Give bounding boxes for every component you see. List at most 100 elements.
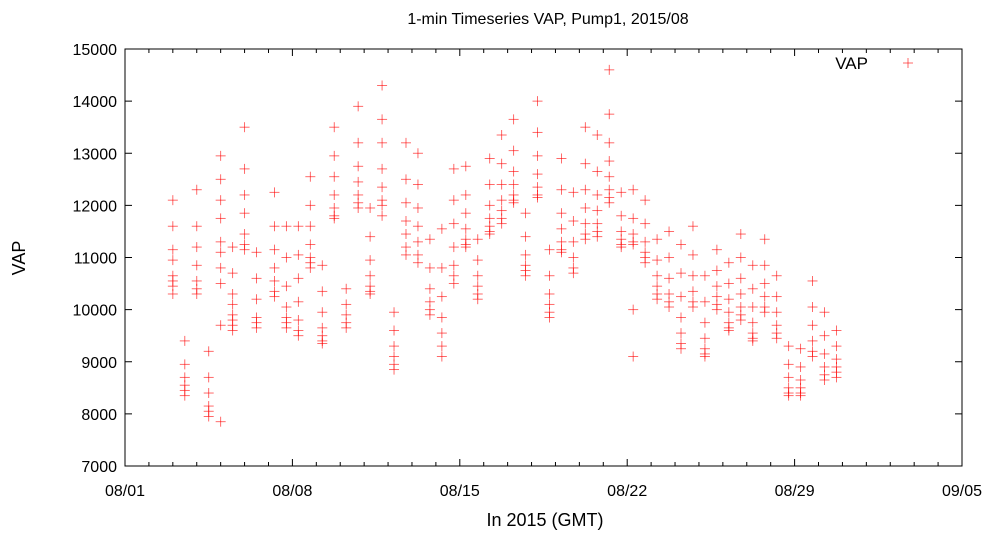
data-point xyxy=(484,179,495,190)
data-point xyxy=(592,231,603,242)
data-point xyxy=(664,252,675,263)
data-point xyxy=(831,341,842,352)
data-point xyxy=(317,286,328,297)
data-point xyxy=(496,130,507,141)
data-point xyxy=(520,231,531,242)
data-point xyxy=(365,231,376,242)
data-point xyxy=(317,307,328,318)
data-point xyxy=(281,281,292,292)
y-tick-label: 12000 xyxy=(73,198,118,215)
data-point xyxy=(520,249,531,260)
data-point xyxy=(167,221,178,232)
data-point xyxy=(532,192,543,203)
data-point xyxy=(179,359,190,370)
data-point xyxy=(699,270,710,281)
data-point xyxy=(215,174,226,185)
data-point xyxy=(460,161,471,172)
data-point xyxy=(568,268,579,279)
data-point xyxy=(699,317,710,328)
data-point xyxy=(215,262,226,273)
data-point xyxy=(239,163,250,174)
data-point xyxy=(640,218,651,229)
data-point xyxy=(167,255,178,266)
data-point xyxy=(831,325,842,336)
data-point xyxy=(353,101,364,112)
data-point xyxy=(819,374,830,385)
data-point xyxy=(723,325,734,336)
data-point xyxy=(281,302,292,313)
data-point xyxy=(281,252,292,263)
data-point xyxy=(191,288,202,299)
data-point xyxy=(341,283,352,294)
data-point xyxy=(532,169,543,180)
data-point xyxy=(239,244,250,255)
data-point xyxy=(652,234,663,245)
data-point xyxy=(377,182,388,193)
data-point xyxy=(687,221,698,232)
data-point xyxy=(484,229,495,240)
data-point xyxy=(616,242,627,253)
data-point xyxy=(377,163,388,174)
data-point xyxy=(747,283,758,294)
data-point xyxy=(436,312,447,323)
y-tick-label: 8000 xyxy=(81,407,117,424)
data-point xyxy=(735,273,746,284)
data-point xyxy=(676,291,687,302)
data-point xyxy=(227,325,238,336)
data-point xyxy=(759,291,770,302)
data-point xyxy=(807,302,818,313)
data-point xyxy=(508,145,519,156)
data-point xyxy=(759,234,770,245)
data-point xyxy=(472,255,483,266)
data-point xyxy=(203,388,214,399)
data-point xyxy=(783,372,794,383)
data-point xyxy=(281,322,292,333)
data-point xyxy=(676,343,687,354)
x-tick-label: 08/08 xyxy=(272,483,312,500)
data-point xyxy=(329,171,340,182)
x-tick-label: 09/05 xyxy=(942,483,982,500)
data-point xyxy=(293,330,304,341)
legend-label-vap: VAP xyxy=(835,54,868,73)
data-point xyxy=(305,262,316,273)
data-point xyxy=(293,315,304,326)
data-point xyxy=(664,302,675,313)
data-point xyxy=(807,275,818,286)
data-point xyxy=(676,268,687,279)
data-point xyxy=(400,174,411,185)
data-point xyxy=(568,187,579,198)
data-point xyxy=(329,189,340,200)
data-point xyxy=(640,257,651,268)
data-point xyxy=(556,208,567,219)
data-point xyxy=(293,296,304,307)
data-point xyxy=(759,307,770,318)
data-point xyxy=(436,328,447,339)
data-point xyxy=(215,320,226,331)
data-point xyxy=(436,351,447,362)
data-point xyxy=(179,390,190,401)
data-point xyxy=(227,242,238,253)
data-point xyxy=(580,218,591,229)
data-point xyxy=(448,242,459,253)
data-point xyxy=(723,294,734,305)
data-point xyxy=(556,153,567,164)
data-point xyxy=(652,294,663,305)
data-point xyxy=(711,304,722,315)
data-point xyxy=(191,260,202,271)
data-point xyxy=(239,189,250,200)
data-point xyxy=(329,122,340,133)
data-point xyxy=(496,158,507,169)
data-point xyxy=(460,189,471,200)
data-point xyxy=(628,213,639,224)
data-point xyxy=(604,197,615,208)
data-point xyxy=(341,299,352,310)
data-point xyxy=(167,195,178,206)
chart-title: 1-min Timeseries VAP, Pump1, 2015/08 xyxy=(407,11,688,28)
data-point xyxy=(676,239,687,250)
data-point xyxy=(807,335,818,346)
data-point xyxy=(807,351,818,362)
data-point xyxy=(711,281,722,292)
data-point xyxy=(400,229,411,240)
data-point xyxy=(472,294,483,305)
legend: VAP xyxy=(835,54,913,73)
